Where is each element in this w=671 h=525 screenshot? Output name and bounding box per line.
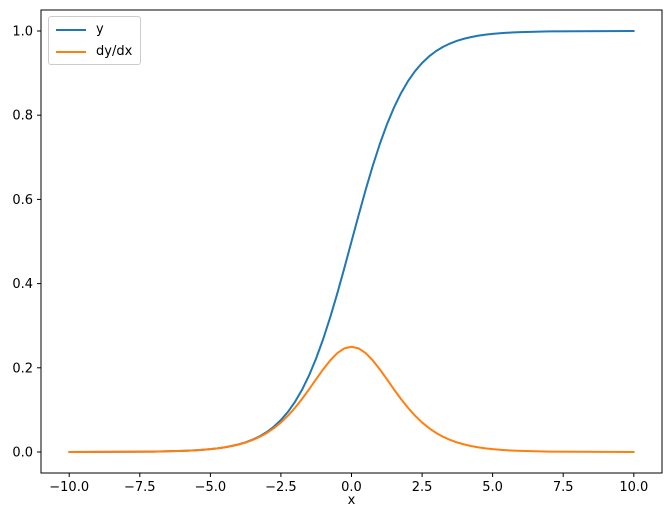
legend-line-sample-y (56, 28, 86, 31)
x-tick-label: −2.5 (265, 480, 297, 495)
x-tick-label: 0.0 (341, 480, 362, 495)
legend-label-dydx: dy/dx (96, 44, 133, 59)
legend-item-dydx: dy/dx (56, 43, 132, 60)
x-tick-label: 10.0 (619, 480, 648, 495)
x-tick-label: −5.0 (195, 480, 227, 495)
x-tick-label: 7.5 (553, 480, 574, 495)
legend-item-y: y (56, 21, 132, 38)
legend-line-sample-dydx (56, 50, 86, 53)
y-tick-label: 0.0 (12, 445, 33, 460)
y-tick-label: 0.8 (12, 109, 33, 124)
y-tick-label: 0.2 (12, 361, 33, 376)
series-line-y (68, 30, 635, 453)
x-axis-label: x (347, 493, 356, 508)
x-tick-label: 5.0 (482, 480, 503, 495)
y-tick-label: 1.0 (12, 25, 33, 40)
x-tick-label: 2.5 (412, 480, 433, 495)
y-tick-label: 0.6 (12, 193, 33, 208)
y-tick-label: 0.4 (12, 277, 33, 292)
x-tick-label: −7.5 (124, 480, 156, 495)
legend: y dy/dx (48, 16, 142, 65)
series-line-dydx (68, 345, 635, 453)
legend-label-y: y (96, 22, 104, 37)
x-tick-label: −10.0 (49, 480, 89, 495)
